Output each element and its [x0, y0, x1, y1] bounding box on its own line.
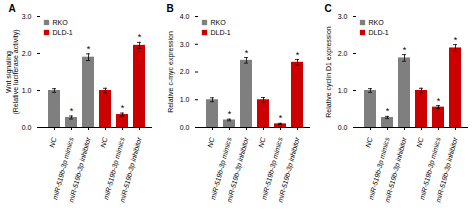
svg-text:B: B	[167, 3, 174, 14]
svg-text:RKO: RKO	[53, 19, 69, 26]
svg-text:0.0: 0.0	[338, 124, 348, 131]
svg-text:RKO: RKO	[369, 19, 385, 26]
svg-text:*: *	[245, 48, 249, 58]
svg-text:1.0: 1.0	[22, 87, 32, 94]
svg-text:*: *	[296, 50, 300, 60]
svg-text:miR-519b-3p inhibitor: miR-519b-3p inhibitor	[435, 136, 460, 203]
svg-text:miR-519b-3p inhibitor: miR-519b-3p inhibitor	[119, 136, 144, 203]
svg-text:1.0: 1.0	[338, 87, 348, 94]
svg-text:miR-519b-3p inhibitor: miR-519b-3p inhibitor	[226, 136, 251, 203]
svg-text:1.0: 1.0	[180, 96, 190, 103]
svg-text:NC: NC	[415, 136, 425, 148]
svg-text:NC: NC	[206, 136, 216, 148]
svg-text:Relative c-myc expression: Relative c-myc expression	[167, 31, 175, 113]
svg-text:*: *	[279, 113, 283, 123]
svg-text:miR-519b-3p mimics: miR-519b-3p mimics	[260, 136, 284, 201]
svg-text:miR-519b-3p mimics: miR-519b-3p mimics	[51, 136, 75, 201]
svg-text:miR-519b-3p inhibitor: miR-519b-3p inhibitor	[277, 136, 302, 203]
svg-text:DLD-1: DLD-1	[53, 29, 73, 36]
svg-text:Relative cyclin D1 expression: Relative cyclin D1 expression	[325, 26, 333, 118]
svg-text:3.0: 3.0	[338, 13, 348, 20]
svg-text:3.0: 3.0	[180, 40, 190, 47]
svg-text:A: A	[9, 3, 16, 14]
svg-text:*: *	[87, 44, 91, 54]
svg-text:miR-519b-3p mimics: miR-519b-3p mimics	[102, 136, 126, 201]
svg-text:*: *	[437, 96, 441, 106]
svg-text:3.0: 3.0	[22, 13, 32, 20]
svg-text:*: *	[138, 32, 142, 42]
svg-text:NC: NC	[99, 136, 109, 148]
svg-text:*: *	[386, 106, 390, 116]
svg-text:2.0: 2.0	[22, 50, 32, 57]
svg-text:miR-519b-3p inhibitor: miR-519b-3p inhibitor	[68, 136, 93, 203]
svg-text:NC: NC	[364, 136, 374, 148]
svg-text:NC: NC	[48, 136, 58, 148]
svg-text:C: C	[325, 3, 332, 14]
svg-text:miR-519b-3p inhibitor: miR-519b-3p inhibitor	[384, 136, 409, 203]
svg-text:DLD-1: DLD-1	[369, 29, 389, 36]
svg-text:miR-519b-3p mimics: miR-519b-3p mimics	[418, 136, 442, 201]
svg-text:*: *	[403, 45, 407, 55]
svg-text:DLD-1: DLD-1	[211, 29, 231, 36]
svg-text:*: *	[70, 106, 74, 116]
svg-text:RKO: RKO	[211, 19, 227, 26]
svg-text:2.0: 2.0	[338, 50, 348, 57]
svg-text:*: *	[454, 35, 458, 45]
svg-text:0.0: 0.0	[22, 124, 32, 131]
svg-text:*: *	[121, 103, 125, 113]
svg-text:*: *	[228, 109, 232, 119]
svg-text:2.0: 2.0	[180, 68, 190, 75]
svg-text:4.0: 4.0	[180, 13, 190, 20]
svg-text:0.0: 0.0	[180, 124, 190, 131]
svg-text:miR-519b-3p mimics: miR-519b-3p mimics	[209, 136, 233, 201]
svg-text:miR-519b-3p mimics: miR-519b-3p mimics	[367, 136, 391, 201]
svg-text:Wnt signaling(Relative lucifer: Wnt signaling(Relative luciferase activi…	[5, 29, 20, 114]
svg-text:NC: NC	[257, 136, 267, 148]
